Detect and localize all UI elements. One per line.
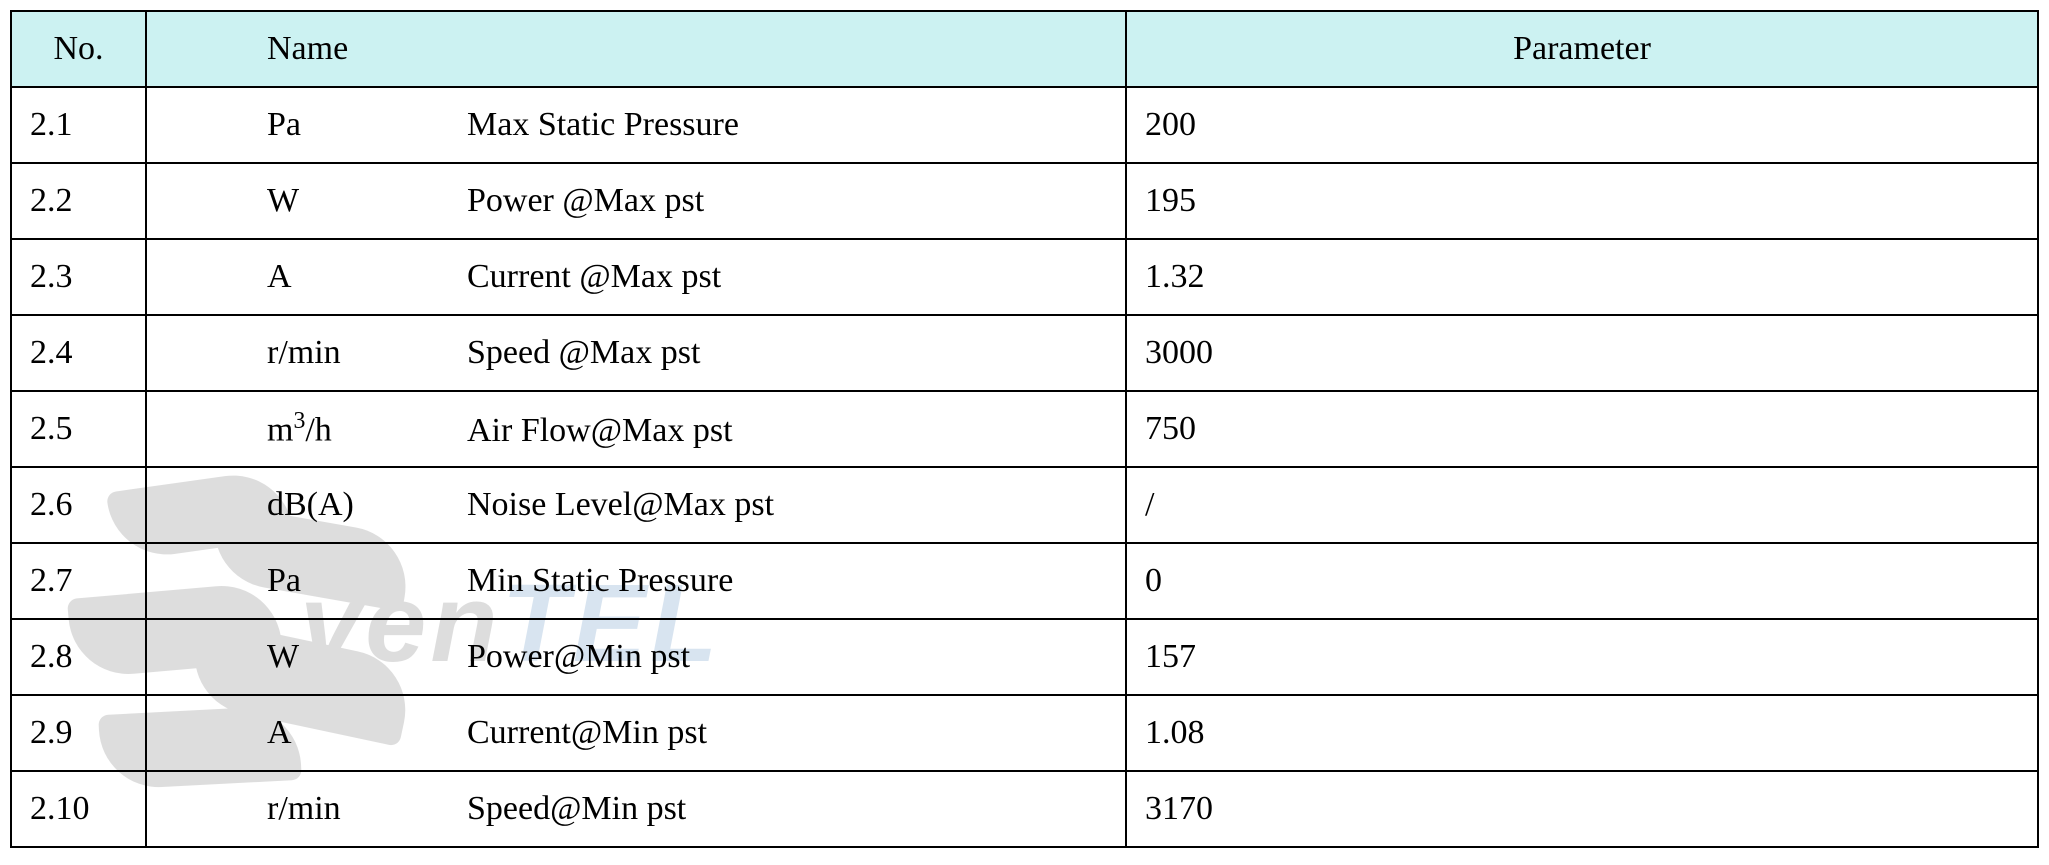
unit-label: W bbox=[147, 182, 467, 220]
cell-no: 2.9 bbox=[11, 695, 146, 771]
cell-name: PaMax Static Pressure bbox=[146, 87, 1126, 163]
cell-parameter: 750 bbox=[1126, 391, 2038, 467]
cell-no: 2.4 bbox=[11, 315, 146, 391]
unit-label: A bbox=[147, 258, 467, 296]
table-row: 2.9ACurrent@Min pst1.08 bbox=[11, 695, 2038, 771]
unit-label: m3/h bbox=[147, 408, 467, 449]
desc-label: Power@Min pst bbox=[467, 638, 690, 676]
cell-parameter: 200 bbox=[1126, 87, 2038, 163]
col-header-parameter: Parameter bbox=[1126, 11, 2038, 87]
cell-no: 2.1 bbox=[11, 87, 146, 163]
cell-no: 2.6 bbox=[11, 467, 146, 543]
unit-label: r/min bbox=[147, 790, 467, 828]
desc-label: Current@Min pst bbox=[467, 714, 707, 752]
cell-no: 2.7 bbox=[11, 543, 146, 619]
col-header-name: Name bbox=[146, 11, 1126, 87]
cell-parameter: 3170 bbox=[1126, 771, 2038, 847]
table-row: 2.8WPower@Min pst157 bbox=[11, 619, 2038, 695]
table-row: 2.4r/minSpeed @Max pst3000 bbox=[11, 315, 2038, 391]
table-row: 2.6dB(A)Noise Level@Max pst/ bbox=[11, 467, 2038, 543]
cell-name: ACurrent @Max pst bbox=[146, 239, 1126, 315]
desc-label: Noise Level@Max pst bbox=[467, 486, 774, 524]
table-row: 2.7PaMin Static Pressure0 bbox=[11, 543, 2038, 619]
col-header-no: No. bbox=[11, 11, 146, 87]
cell-parameter: / bbox=[1126, 467, 2038, 543]
desc-label: Speed@Min pst bbox=[467, 790, 686, 828]
table-row: 2.1PaMax Static Pressure200 bbox=[11, 87, 2038, 163]
cell-parameter: 1.08 bbox=[1126, 695, 2038, 771]
unit-label: W bbox=[147, 638, 467, 676]
table-header-row: No. Name Parameter bbox=[11, 11, 2038, 87]
unit-label: dB(A) bbox=[147, 486, 467, 524]
cell-name: dB(A)Noise Level@Max pst bbox=[146, 467, 1126, 543]
cell-name: ACurrent@Min pst bbox=[146, 695, 1126, 771]
cell-name: r/minSpeed@Min pst bbox=[146, 771, 1126, 847]
cell-name: WPower@Min pst bbox=[146, 619, 1126, 695]
unit-label: Pa bbox=[147, 106, 467, 144]
cell-parameter: 3000 bbox=[1126, 315, 2038, 391]
cell-parameter: 0 bbox=[1126, 543, 2038, 619]
cell-no: 2.5 bbox=[11, 391, 146, 467]
desc-label: Power @Max pst bbox=[467, 182, 704, 220]
table-row: 2.10r/minSpeed@Min pst3170 bbox=[11, 771, 2038, 847]
desc-label: Air Flow@Max pst bbox=[467, 412, 733, 450]
cell-name: m3/hAir Flow@Max pst bbox=[146, 391, 1126, 467]
table-row: 2.5m3/hAir Flow@Max pst750 bbox=[11, 391, 2038, 467]
cell-no: 2.3 bbox=[11, 239, 146, 315]
unit-label: Pa bbox=[147, 562, 467, 600]
cell-no: 2.2 bbox=[11, 163, 146, 239]
cell-parameter: 1.32 bbox=[1126, 239, 2038, 315]
cell-name: r/minSpeed @Max pst bbox=[146, 315, 1126, 391]
unit-label: A bbox=[147, 714, 467, 752]
cell-name: PaMin Static Pressure bbox=[146, 543, 1126, 619]
table-row: 2.2WPower @Max pst195 bbox=[11, 163, 2038, 239]
desc-label: Max Static Pressure bbox=[467, 106, 739, 144]
cell-parameter: 195 bbox=[1126, 163, 2038, 239]
unit-label: r/min bbox=[147, 334, 467, 372]
desc-label: Speed @Max pst bbox=[467, 334, 700, 372]
cell-no: 2.8 bbox=[11, 619, 146, 695]
desc-label: Min Static Pressure bbox=[467, 562, 733, 600]
table-row: 2.3ACurrent @Max pst1.32 bbox=[11, 239, 2038, 315]
parameters-table: No. Name Parameter 2.1PaMax Static Press… bbox=[10, 10, 2039, 848]
cell-name: WPower @Max pst bbox=[146, 163, 1126, 239]
cell-parameter: 157 bbox=[1126, 619, 2038, 695]
desc-label: Current @Max pst bbox=[467, 258, 721, 296]
cell-no: 2.10 bbox=[11, 771, 146, 847]
